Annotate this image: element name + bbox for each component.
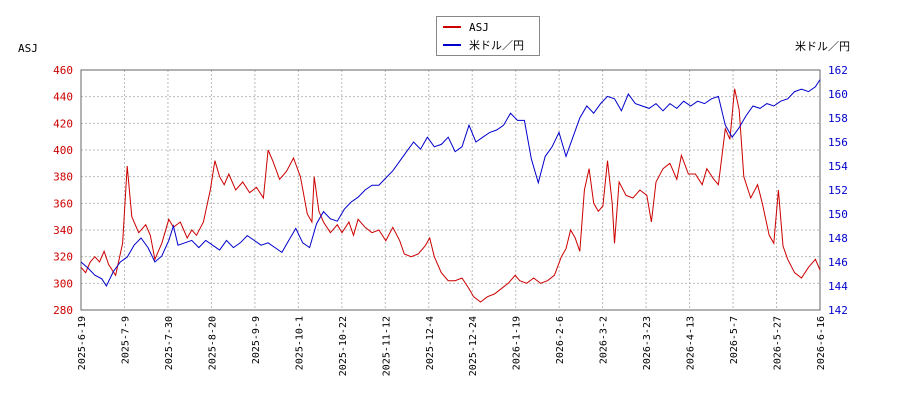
right-tick-label: 152 xyxy=(828,184,848,197)
x-tick-label: 2026-1-19 xyxy=(512,316,523,370)
legend-swatch-usdjpy xyxy=(443,44,461,46)
x-axis: 2025-6-19 2025-7-9 2025-7-30 2025-8-20 2025-… xyxy=(77,316,827,376)
right-tick-label: 154 xyxy=(828,160,848,173)
legend-item-asj: ASJ xyxy=(443,19,489,35)
x-tick-label: 2026-5-27 xyxy=(773,316,784,370)
x-tick-label: 2025-12-4 xyxy=(425,316,436,370)
right-tick-label: 150 xyxy=(828,208,848,221)
left-tick-label: 420 xyxy=(53,117,73,130)
right-tick-label: 158 xyxy=(828,112,848,125)
x-tick-label: 2025-7-30 xyxy=(164,316,175,370)
left-tick-label: 380 xyxy=(53,171,73,184)
right-axis: 142 144 146 148 150 152 154 156 158 160 162 xyxy=(828,64,848,317)
left-tick-label: 360 xyxy=(53,197,73,210)
right-tick-label: 156 xyxy=(828,136,848,149)
left-tick-label: 460 xyxy=(53,64,73,77)
right-tick-label: 160 xyxy=(828,88,848,101)
x-tick-label: 2026-5-7 xyxy=(729,316,740,364)
x-tick-label: 2026-3-2 xyxy=(599,316,610,364)
x-tick-label: 2025-8-20 xyxy=(207,316,218,370)
x-tick-label: 2025-12-24 xyxy=(468,316,479,376)
x-tick-label: 2025-10-22 xyxy=(338,316,349,376)
x-tick-label: 2026-3-23 xyxy=(642,316,653,370)
plot-area-border xyxy=(80,69,821,311)
left-axis-title: ASJ xyxy=(18,42,38,55)
right-tick-label: 146 xyxy=(828,256,848,269)
left-tick-label: 280 xyxy=(53,304,73,317)
legend-item-usdjpy: 米ドル／円 xyxy=(443,37,524,53)
x-tick-label: 2025-7-9 xyxy=(120,316,131,364)
x-tick-label: 2026-4-13 xyxy=(686,316,697,370)
left-tick-label: 400 xyxy=(53,144,73,157)
x-tick-label: 2026-6-16 xyxy=(816,316,827,370)
series-line-asj xyxy=(80,88,821,303)
series-layer xyxy=(80,79,821,303)
right-axis-title: 米ドル／円 xyxy=(795,40,850,53)
left-tick-label: 300 xyxy=(53,277,73,290)
left-axis: 280 300 320 340 360 380 400 420 440 460 xyxy=(53,64,73,317)
legend-label-usdjpy: 米ドル／円 xyxy=(469,39,524,52)
grid-lines xyxy=(81,70,820,310)
x-tick-label: 2025-10-1 xyxy=(294,316,305,370)
left-tick-label: 440 xyxy=(53,91,73,104)
right-tick-label: 142 xyxy=(828,304,848,317)
right-tick-label: 144 xyxy=(828,280,848,293)
legend-swatch-asj xyxy=(443,26,461,28)
legend-label-asj: ASJ xyxy=(469,20,489,34)
series-line-usdjpy xyxy=(80,79,821,288)
x-tick-label: 2025-6-19 xyxy=(77,316,88,370)
x-tick-label: 2025-9-9 xyxy=(251,316,262,364)
legend: ASJ 米ドル／円 xyxy=(436,16,540,56)
left-tick-label: 340 xyxy=(53,224,73,237)
right-tick-label: 148 xyxy=(828,232,848,245)
left-tick-label: 320 xyxy=(53,251,73,264)
right-tick-label: 162 xyxy=(828,64,848,77)
x-tick-label: 2026-2-6 xyxy=(555,316,566,364)
x-tick-label: 2025-11-12 xyxy=(381,316,392,376)
